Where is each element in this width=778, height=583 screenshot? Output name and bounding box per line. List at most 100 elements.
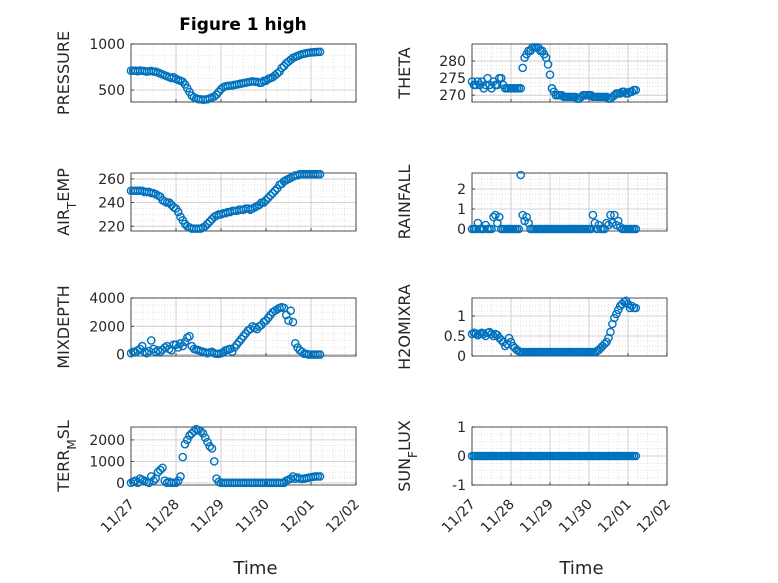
data-point <box>600 339 609 349</box>
data-point <box>516 84 526 93</box>
data-point <box>288 317 298 327</box>
y-tick-label: -1 <box>452 478 466 494</box>
data-point <box>155 465 165 475</box>
subplot-mixdepth: 0 2000 4000 MIXDEPTH <box>54 285 357 369</box>
x-tick-label: 12/01 <box>595 497 635 537</box>
y-tick-label: 260 <box>98 172 125 188</box>
data-point <box>610 90 619 100</box>
y-tick-label: 0 <box>457 349 466 365</box>
y-tick-label: 2 <box>457 182 466 198</box>
data-point <box>173 476 183 486</box>
subplot-air-temp: 220 240 260 AIRTEMP <box>54 168 357 236</box>
data-point <box>516 170 526 180</box>
data-point <box>612 309 621 319</box>
data-point <box>200 221 210 231</box>
data-point <box>557 90 567 100</box>
data-point <box>200 433 210 443</box>
data-point <box>146 472 156 481</box>
data-point <box>254 200 264 210</box>
y-tick-label: 1 <box>457 309 466 325</box>
data-point <box>169 72 179 82</box>
y-axis-label-6: TERRMSL <box>54 420 79 493</box>
data-point <box>606 210 615 220</box>
data-point <box>284 316 293 325</box>
y-axis-label-0: PRESSURE <box>54 31 73 115</box>
y-tick-label: 0 <box>457 222 466 238</box>
data-point <box>158 463 167 473</box>
data-point <box>182 435 192 445</box>
data-point <box>504 333 514 343</box>
data-point <box>173 343 183 352</box>
data-point <box>227 347 237 357</box>
y-tick-label: 0.5 <box>444 329 466 345</box>
data-point <box>286 306 296 316</box>
subplot-rainfall: 0 1 2 RAINFALL <box>395 165 668 240</box>
data-point <box>272 69 282 78</box>
data-point <box>602 92 611 102</box>
data-point <box>266 191 275 200</box>
y-tick-label: 220 <box>98 219 125 235</box>
y-tick-label: 2000 <box>89 319 125 335</box>
data-point <box>185 431 194 440</box>
data-point <box>196 426 206 436</box>
data-point <box>207 444 217 453</box>
data-point <box>588 210 598 220</box>
data-point <box>261 195 271 205</box>
x-tick-label: 11/30 <box>233 497 273 537</box>
data-point <box>216 84 226 94</box>
x-tick-label: 11/29 <box>188 497 228 537</box>
data-point <box>270 186 280 196</box>
data-point <box>180 337 190 347</box>
data-point <box>257 78 266 87</box>
data-point <box>586 90 596 100</box>
y-tick-label: 2000 <box>89 433 125 449</box>
data-point <box>631 224 641 234</box>
y-tick-label: 1000 <box>89 37 125 53</box>
axes-frame <box>130 297 357 357</box>
data-point <box>286 55 296 64</box>
x-tick-label: 11/30 <box>556 497 596 537</box>
data-point <box>489 212 498 222</box>
y-axis-label-1: THETA <box>395 47 414 99</box>
data-point <box>155 347 165 357</box>
data-point <box>610 210 619 220</box>
y-axis-label-7: SUNFLUX <box>395 420 420 492</box>
y-tick-label: 0 <box>116 348 125 364</box>
data-point <box>602 337 611 347</box>
data-point <box>277 63 287 73</box>
data-point <box>268 188 278 198</box>
x-axis-label: Time <box>558 558 603 579</box>
data-point <box>631 303 641 313</box>
y-tick-label: 240 <box>98 196 125 212</box>
axes-frame <box>471 43 668 103</box>
data-point <box>315 47 325 57</box>
y-axis-label-3: RAINFALL <box>395 165 414 240</box>
data-point <box>149 476 158 486</box>
data-point <box>281 310 291 320</box>
x-tick-label: 11/28 <box>478 497 518 537</box>
data-point <box>627 87 637 97</box>
data-point <box>178 452 188 462</box>
data-point <box>153 467 163 477</box>
y-tick-label: 4000 <box>89 291 125 307</box>
data-point <box>489 331 498 341</box>
x-tick-label: 11/29 <box>517 497 557 537</box>
data-point <box>613 305 623 315</box>
data-point <box>494 212 504 222</box>
data-point <box>263 193 273 203</box>
data-point <box>586 224 596 234</box>
data-point <box>146 336 156 345</box>
data-point <box>173 207 183 217</box>
data-point <box>571 92 580 102</box>
data-point <box>259 198 269 207</box>
subplot-sun-flux: -1 0 1 SUNFLUX 11/27 11/28 11/29 11/30 12/01 12/0… <box>395 420 674 579</box>
data-point <box>209 457 219 466</box>
x-tick-label: 12/02 <box>323 497 363 537</box>
data-point <box>185 331 194 341</box>
data-point <box>631 85 641 95</box>
data-point <box>496 335 506 345</box>
x-tick-label: 12/01 <box>278 497 318 537</box>
